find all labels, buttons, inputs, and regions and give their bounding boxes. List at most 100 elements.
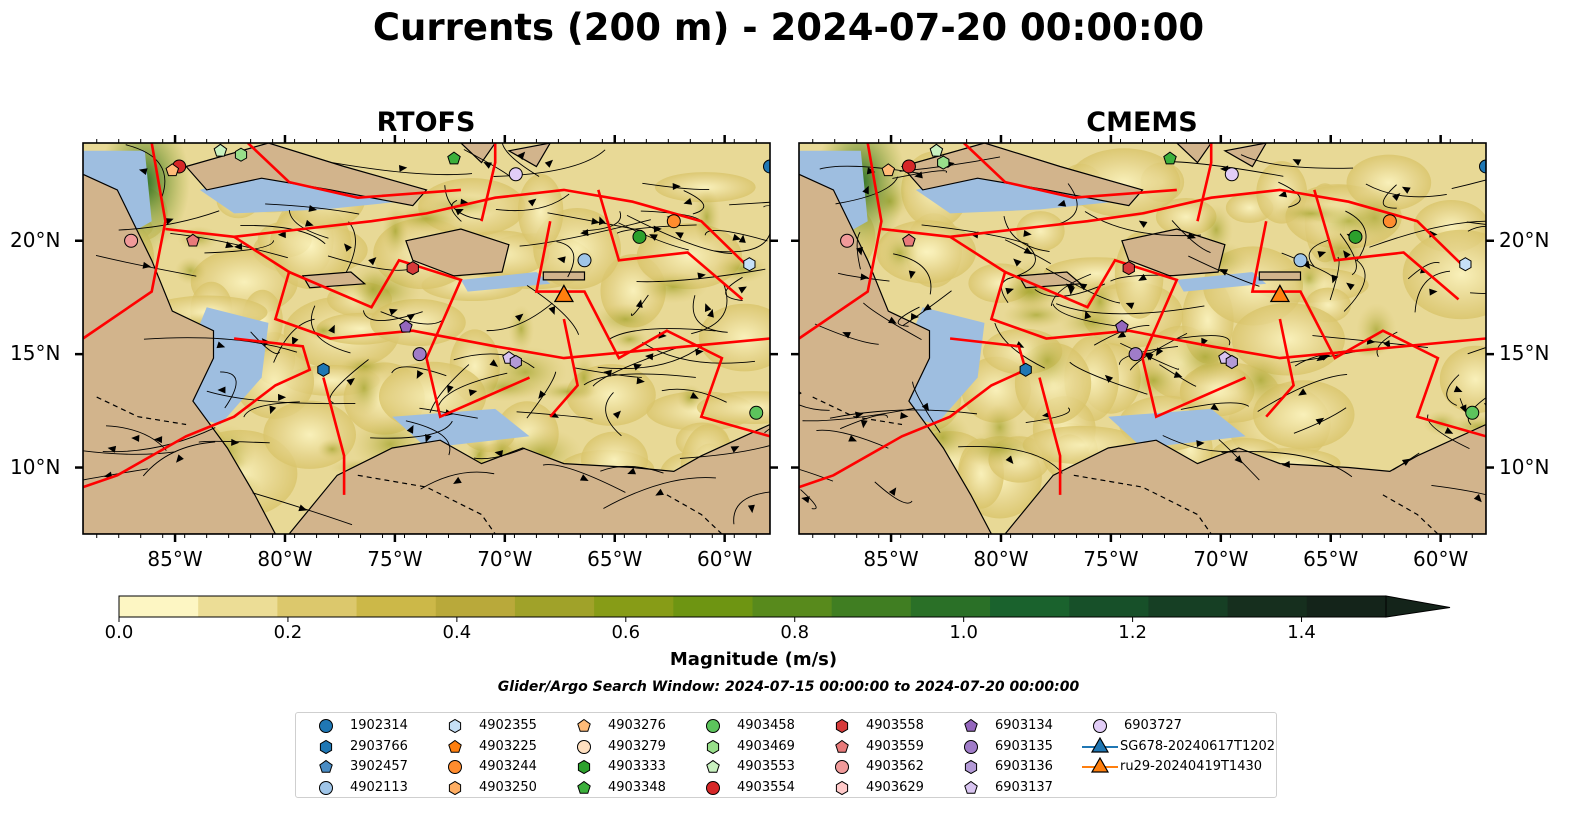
colorbar-tick-label: 0.6: [611, 622, 641, 643]
lat-tick-label-right: 20°N: [1499, 227, 1550, 252]
legend-label: 6903137: [995, 780, 1053, 796]
circle-marker-icon: [319, 781, 333, 796]
legend-label: 4903250: [479, 780, 537, 796]
hexagon-marker-icon: [577, 760, 591, 775]
map-rtofs: [75, 135, 778, 542]
lon-tick-label: 60°W: [1413, 547, 1469, 571]
legend-label: 3902457: [350, 759, 408, 775]
legend-label: 4903348: [608, 780, 666, 796]
lon-tick-label: 80°W: [257, 547, 313, 571]
pentagon-marker-icon: [577, 780, 591, 794]
legend-label: 4903559: [866, 738, 924, 754]
legend-label: ru29-20240419T1430: [1120, 759, 1263, 775]
legend-label: 1902314: [350, 718, 408, 733]
legend-label: 4903333: [608, 759, 666, 775]
legend-label: 4903276: [608, 718, 666, 733]
legend-label: 4903458: [737, 718, 795, 733]
lat-tick-label-right: 15°N: [1499, 341, 1550, 366]
lon-tick-label: 65°W: [587, 547, 643, 571]
hexagon-marker-icon: [964, 760, 978, 775]
legend-label: 4903469: [737, 738, 795, 754]
circle-marker-icon: [319, 719, 333, 733]
colorbar-segment: [1306, 596, 1387, 617]
colorbar-tick-label: 0.8: [780, 622, 810, 643]
legend-label: SG678-20240617T1202: [1120, 738, 1276, 754]
colorbar-tick-label: 0.4: [442, 622, 472, 643]
colorbar-segment: [356, 596, 437, 617]
colorbar: [118, 595, 1451, 622]
panel-title-rtofs: RTOFS: [376, 107, 476, 138]
colorbar-segment: [435, 596, 516, 617]
hexagon-marker-icon: [319, 739, 333, 754]
colorbar-tick-label: 0.2: [273, 622, 303, 643]
hexagon-marker-icon: [706, 739, 720, 754]
colorbar-segment: [910, 596, 991, 617]
lon-tick-label: 60°W: [697, 547, 753, 571]
legend-label: 4903562: [866, 759, 924, 775]
map-panels: [75, 135, 1494, 542]
colorbar-tick-label: 0.0: [104, 622, 134, 643]
lon-tick-label: 65°W: [1303, 547, 1359, 571]
legend-label: 6903135: [995, 738, 1053, 754]
colorbar-segment: [119, 596, 199, 617]
colorbar-extend-arrow: [1385, 595, 1451, 618]
colorbar-segment: [594, 596, 674, 617]
search-window-note: Glider/Argo Search Window: 2024-07-15 00…: [497, 679, 1080, 695]
legend-label: 4903558: [866, 718, 924, 733]
triangle-marker-icon: [1082, 757, 1118, 773]
hexagon-marker-icon: [448, 781, 462, 796]
circle-marker-icon: [1093, 719, 1107, 733]
colorbar-label: Magnitude (m/s): [669, 649, 838, 670]
lat-tick-label-left: 15°N: [10, 341, 61, 366]
colorbar-segment: [198, 596, 278, 617]
lon-tick-label: 85°W: [863, 547, 919, 571]
legend-label: 4903554: [737, 780, 795, 796]
colorbar-segment: [990, 596, 1070, 617]
colorbar-tick-label: 1.0: [949, 622, 978, 643]
lon-tick-label: 70°W: [477, 547, 533, 571]
legend-label: 2903766: [350, 738, 408, 754]
hexagon-marker-icon: [835, 781, 849, 796]
pentagon-marker-icon: [964, 718, 978, 732]
lon-tick-label: 85°W: [147, 547, 203, 571]
colorbar-segment: [673, 596, 753, 617]
legend-label: 4903553: [737, 759, 795, 775]
colorbar-tick-label: 1.4: [1287, 622, 1316, 643]
colorbar-segment: [1069, 596, 1149, 617]
pentagon-marker-icon: [319, 760, 333, 774]
pentagon-marker-icon: [448, 739, 462, 753]
circle-marker-icon: [964, 739, 978, 754]
figure-title: Currents (200 m) - 2024-07-20 00:00:00: [372, 6, 1205, 49]
legend-label: 4903244: [479, 759, 537, 775]
legend: 1902314 2903766 3902457 4902113 4902355 49032…: [295, 712, 1277, 798]
lon-tick-label: 70°W: [1193, 547, 1249, 571]
colorbar-segment: [277, 596, 358, 617]
circle-marker-icon: [448, 760, 462, 775]
legend-label: 4903629: [866, 780, 924, 796]
colorbar-segment: [831, 596, 912, 617]
colorbar-segment: [1227, 596, 1308, 617]
legend-label: 4903225: [479, 738, 537, 754]
circle-marker-icon: [706, 781, 720, 796]
lon-tick-label: 75°W: [367, 547, 423, 571]
colorbar-segment: [1148, 596, 1229, 617]
legend-label: 4902113: [350, 780, 408, 796]
colorbar-segment: [752, 596, 833, 617]
lon-tick-label: 75°W: [1083, 547, 1139, 571]
panel-title-cmems: CMEMS: [1086, 107, 1198, 138]
legend-label: 6903727: [1124, 718, 1182, 733]
circle-marker-icon: [577, 739, 591, 754]
pentagon-marker-icon: [577, 718, 591, 732]
legend-label: 4902355: [479, 718, 537, 733]
legend-label: 4903279: [608, 738, 666, 754]
circle-marker-icon: [706, 719, 720, 733]
colorbar-tick-label: 1.2: [1118, 622, 1147, 643]
hexagon-marker-icon: [448, 718, 462, 734]
lon-tick-label: 80°W: [973, 547, 1029, 571]
lat-tick-label-left: 10°N: [10, 454, 61, 479]
hexagon-marker-icon: [835, 718, 849, 734]
triangle-marker-icon: [1082, 736, 1118, 753]
map-cmems: [791, 135, 1494, 542]
pentagon-marker-icon: [964, 780, 978, 794]
colorbar-segment: [514, 596, 595, 617]
